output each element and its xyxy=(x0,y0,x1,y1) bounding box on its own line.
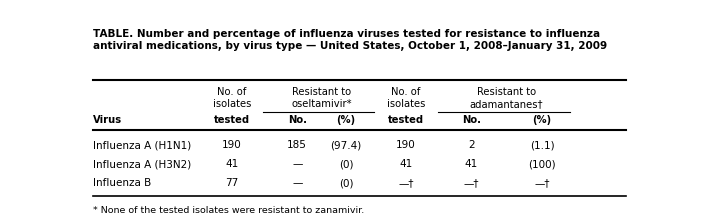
Text: Resistant to: Resistant to xyxy=(477,87,536,97)
Text: 41: 41 xyxy=(465,159,478,169)
Text: (100): (100) xyxy=(528,159,556,169)
Text: tested: tested xyxy=(388,115,424,125)
Text: Virus: Virus xyxy=(93,115,122,125)
Text: * None of the tested isolates were resistant to zanamivir.: * None of the tested isolates were resis… xyxy=(93,206,364,215)
Text: (%): (%) xyxy=(533,115,552,125)
Text: 2: 2 xyxy=(468,141,475,151)
Text: Influenza B: Influenza B xyxy=(93,178,152,188)
Text: 41: 41 xyxy=(399,159,413,169)
Text: No.: No. xyxy=(288,115,307,125)
Text: adamantanes†: adamantanes† xyxy=(470,99,543,109)
Text: No. of: No. of xyxy=(391,87,420,97)
Text: (1.1): (1.1) xyxy=(530,141,555,151)
Text: 185: 185 xyxy=(287,141,307,151)
Text: —: — xyxy=(292,159,303,169)
Text: No.: No. xyxy=(462,115,481,125)
Text: 190: 190 xyxy=(396,141,416,151)
Text: 190: 190 xyxy=(222,141,241,151)
Text: Resistant to: Resistant to xyxy=(292,87,351,97)
Text: tested: tested xyxy=(214,115,250,125)
Text: 41: 41 xyxy=(225,159,239,169)
Text: isolates: isolates xyxy=(213,99,251,109)
Text: 77: 77 xyxy=(225,178,239,188)
Text: Influenza A (H3N2): Influenza A (H3N2) xyxy=(93,159,192,169)
Text: (0): (0) xyxy=(339,159,353,169)
Text: TABLE. Number and percentage of influenza viruses tested for resistance to influ: TABLE. Number and percentage of influenz… xyxy=(93,29,607,51)
Text: —†: —† xyxy=(398,178,413,188)
Text: —†: —† xyxy=(534,178,550,188)
Text: —†: —† xyxy=(463,178,479,188)
Text: —: — xyxy=(292,178,303,188)
Text: isolates: isolates xyxy=(387,99,425,109)
Text: Influenza A (H1N1): Influenza A (H1N1) xyxy=(93,141,192,151)
Text: (97.4): (97.4) xyxy=(331,141,362,151)
Text: (%): (%) xyxy=(337,115,356,125)
Text: (0): (0) xyxy=(339,178,353,188)
Text: oseltamivir*: oseltamivir* xyxy=(291,99,352,109)
Text: No. of: No. of xyxy=(217,87,246,97)
